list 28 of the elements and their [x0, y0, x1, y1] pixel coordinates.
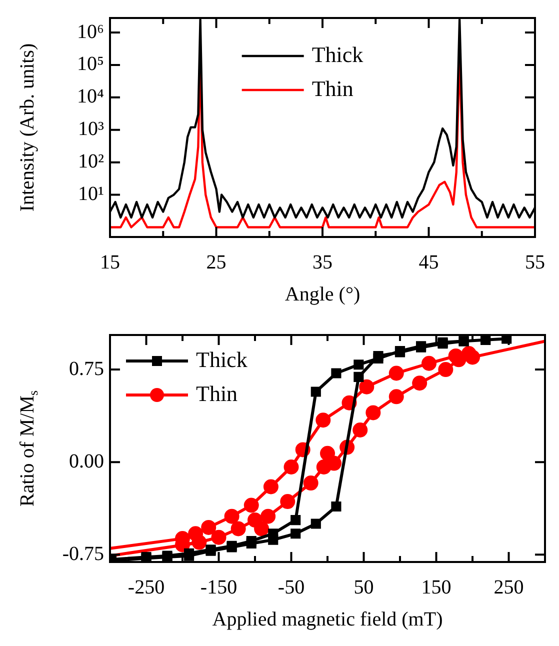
x-tick-label: 55	[525, 251, 545, 274]
x-tick-label: 250	[494, 576, 524, 598]
x-tick-label: 25	[206, 251, 226, 274]
x-tick-label: 50	[354, 576, 374, 598]
y-tick-label: 0.75	[69, 358, 104, 380]
x-tick-label: -250	[128, 576, 165, 598]
y-tick-label: 10²	[78, 150, 104, 173]
y-axis-title: Intensity (Arb. units)	[16, 43, 38, 212]
x-tick-label: 150	[421, 576, 452, 598]
y-axis-title: Ratio of M/Ms	[16, 390, 40, 507]
legend-label: Thick	[196, 346, 248, 372]
x-tick-label: 15	[100, 251, 120, 274]
legend-label: Thick	[312, 42, 364, 67]
x-tick-label: -50	[278, 576, 305, 598]
x-tick-label: 45	[418, 251, 439, 274]
legend-label: Thin	[196, 380, 238, 406]
x-tick-label: -150	[200, 576, 238, 598]
x-axis-title: Angle (°)	[284, 283, 360, 306]
y-tick-label: -0.75	[62, 542, 104, 565]
y-tick-label: 10⁴	[77, 86, 104, 108]
y-tick-label: 10³	[78, 118, 104, 140]
legend-label: Thin	[312, 76, 354, 101]
x-axis-title: Applied magnetic field (mT)	[212, 608, 443, 630]
y-tick-label: 10⁵	[77, 53, 104, 76]
x-tick-label: 35	[312, 251, 332, 274]
y-tick-label: 10⁶	[77, 20, 104, 43]
y-tick-label: 10¹	[78, 183, 104, 206]
y-tick-label: 0.00	[69, 450, 104, 472]
